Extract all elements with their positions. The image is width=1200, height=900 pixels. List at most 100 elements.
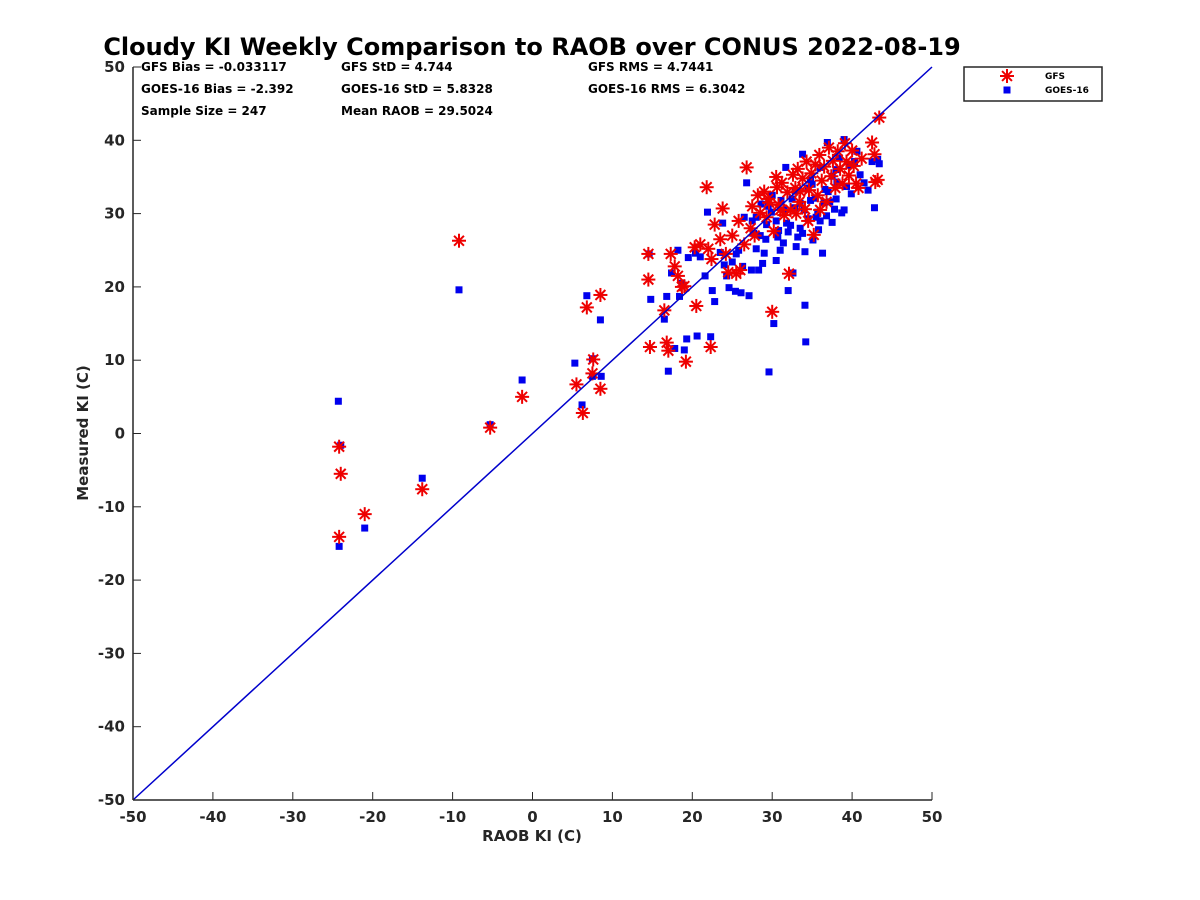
- goes16-point: [720, 261, 728, 269]
- gfs-point: [801, 213, 816, 228]
- goes16-point: [875, 160, 883, 168]
- gfs-point: [451, 233, 466, 248]
- gfs-point: [663, 246, 678, 261]
- gfs-point: [357, 507, 372, 522]
- goes16-point: [770, 320, 778, 328]
- y-tick-label: 50: [104, 58, 125, 76]
- goes16-point: [760, 249, 768, 257]
- gfs-point: [575, 405, 590, 420]
- goes16-point: [671, 344, 679, 352]
- goes16-point: [807, 196, 815, 204]
- gfs-point: [333, 466, 348, 481]
- x-tick-label: 50: [922, 808, 943, 826]
- gfs-point: [689, 298, 704, 313]
- gfs-point: [515, 389, 530, 404]
- stat-text: GOES-16 Bias = -2.392: [141, 82, 294, 96]
- gfs-point: [806, 227, 821, 242]
- legend-gfs-marker: [1000, 69, 1014, 83]
- goes16-point: [791, 204, 799, 212]
- goes16-point: [784, 228, 792, 236]
- y-tick-label: 20: [104, 278, 125, 296]
- goes16-point: [787, 221, 795, 229]
- goes16-point: [693, 332, 701, 340]
- stats-panel: GFS Bias = -0.033117 GFS StD = 4.744 GFS R…: [141, 60, 745, 118]
- gfs-point: [845, 143, 860, 158]
- gfs-point: [854, 151, 869, 166]
- gfs-point: [704, 252, 719, 267]
- goes16-point: [762, 235, 770, 243]
- goes16-point: [856, 171, 864, 179]
- goes16-point: [794, 233, 802, 241]
- goes16-point: [833, 178, 841, 186]
- goes16-point: [860, 179, 868, 187]
- gfs-point: [670, 268, 685, 283]
- x-tick-label: 40: [842, 808, 863, 826]
- goes16-point: [847, 190, 855, 198]
- gfs-point: [828, 180, 843, 195]
- goes16-point: [777, 196, 785, 204]
- gfs-point: [865, 135, 880, 150]
- goes16-point: [868, 158, 876, 166]
- gfs-point: [769, 169, 784, 184]
- y-tick-label: -10: [98, 498, 125, 516]
- goes16-point: [743, 179, 751, 187]
- goes16-point: [784, 287, 792, 295]
- goes16-point: [824, 188, 832, 196]
- goes16-point: [776, 246, 784, 254]
- goes16-point: [418, 474, 426, 482]
- goes16-point: [816, 217, 824, 225]
- gfs-point: [839, 154, 854, 169]
- gfs-point: [701, 241, 716, 256]
- x-axis: -50 -40 -30 -20 -10 0 10 20 30 40 50: [119, 792, 942, 826]
- gfs-point: [867, 147, 882, 162]
- legend: GFS GOES-16: [963, 66, 1103, 102]
- goes16-point: [864, 186, 872, 194]
- goes16-point: [755, 266, 763, 274]
- goes16-point: [731, 287, 739, 295]
- goes16-point: [518, 376, 526, 384]
- goes16-point: [683, 335, 691, 343]
- goes16-point: [711, 298, 719, 306]
- gfs-point: [739, 160, 754, 175]
- goes16-point: [782, 163, 790, 171]
- goes16-point: [799, 150, 807, 158]
- goes16-point: [455, 286, 463, 294]
- goes16-point: [840, 206, 848, 214]
- gfs-point: [870, 172, 885, 187]
- gfs-point: [819, 194, 834, 209]
- goes16-point: [674, 246, 682, 254]
- goes16-point: [831, 205, 839, 213]
- gfs-point: [579, 300, 594, 315]
- gfs-point: [707, 217, 722, 232]
- data-points: [332, 110, 887, 550]
- goes16-point: [725, 284, 733, 292]
- goes16-point: [737, 289, 745, 297]
- legend-label: GFS: [1045, 72, 1065, 82]
- goes16-point: [571, 359, 579, 367]
- x-tick-label: 20: [682, 808, 703, 826]
- goes16-point: [707, 333, 715, 341]
- goes16-point: [676, 292, 684, 300]
- gfs-point: [759, 210, 774, 225]
- goes16-point: [361, 524, 369, 532]
- goes16-point: [874, 155, 882, 163]
- goes16-point: [680, 346, 688, 354]
- gfs-point: [718, 246, 733, 261]
- goes16-point: [812, 213, 820, 221]
- gfs-point: [766, 224, 781, 239]
- goes16-point: [772, 257, 780, 265]
- x-tick-label: -30: [279, 808, 306, 826]
- goes16-point: [823, 212, 831, 220]
- y-tick-label: 40: [104, 131, 125, 149]
- goes16-point: [663, 292, 671, 300]
- gfs-point: [812, 147, 827, 162]
- gfs-point: [415, 482, 430, 497]
- stat-text: GFS RMS = 4.7441: [588, 60, 713, 74]
- goes16-point: [719, 219, 727, 227]
- goes16-point: [801, 301, 809, 309]
- stat-text: Sample Size = 247: [141, 104, 267, 118]
- y-tick-label: -30: [98, 644, 125, 662]
- goes16-point: [583, 292, 591, 300]
- y-tick-label: -40: [98, 718, 125, 736]
